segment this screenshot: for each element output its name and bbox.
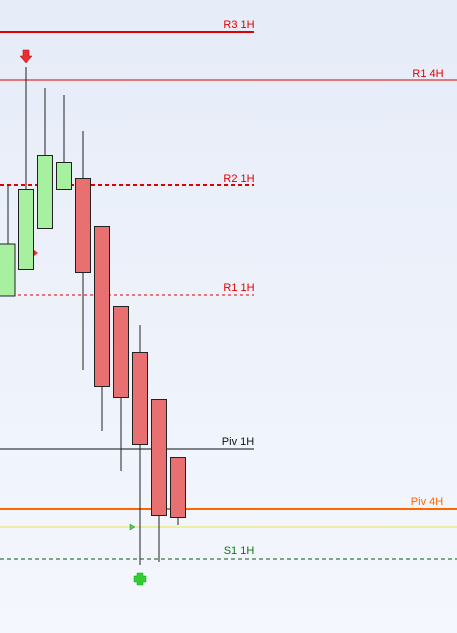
candle (132, 352, 148, 445)
candle (37, 155, 53, 229)
candle (75, 178, 91, 273)
level-label: Piv 1H (222, 436, 254, 448)
candle (113, 306, 129, 398)
candles (0, 67, 186, 565)
marker (34, 250, 38, 256)
candle (18, 189, 34, 270)
candle (170, 457, 186, 518)
level-label: R3 1H (223, 19, 254, 31)
level-label: S1 1H (224, 545, 255, 557)
level-label: Piv 4H (411, 496, 443, 508)
level-label: R1 4H (412, 68, 443, 80)
level-label: R2 1H (223, 173, 254, 185)
cross-marker (133, 572, 147, 586)
level-label: R1 1H (223, 282, 254, 294)
candle (94, 226, 110, 387)
sell-arrow (19, 49, 33, 64)
candle (151, 399, 167, 516)
candle (0, 243, 16, 297)
candle (56, 162, 72, 190)
marker (129, 523, 136, 531)
